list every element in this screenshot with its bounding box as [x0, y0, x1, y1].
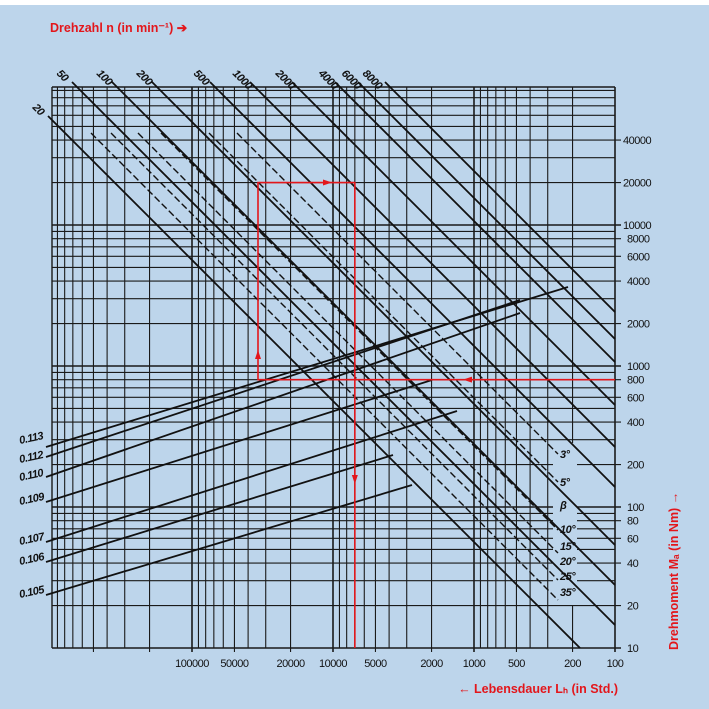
life-axis-title: ← Lebensdauer Lₕ (in Std.) [458, 682, 618, 696]
axis-ticks: 10 20 40 60 80 100 200 400 600 800 1000 2000 4000 600… [175, 135, 652, 670]
y-tick-label: 600 [627, 392, 644, 404]
speed-line-100 [111, 81, 616, 586]
y-tick-label: 20000 [623, 178, 651, 190]
angle-label: 35° [560, 587, 576, 599]
angle-label: 20° [559, 556, 576, 568]
x-tick-label: 2000 [420, 658, 443, 670]
bearing-label-0.105: 0.105 [18, 584, 46, 601]
speed-line-4000 [334, 81, 616, 363]
y-tick-label: 100 [627, 502, 644, 514]
bearing-label-0.106: 0.106 [18, 551, 46, 568]
bearing-label-0.112: 0.112 [18, 449, 45, 466]
speed-line-2000 [291, 81, 616, 406]
y-tick-label: 10000 [623, 220, 651, 232]
bearing-line-0.105 [45, 484, 413, 596]
angle-label: β [559, 500, 567, 512]
x-tick-label: 10000 [319, 658, 347, 670]
torque-axis-title: Drehmoment Mₐ (in Nm) → [667, 492, 681, 650]
x-tick-label: 1000 [463, 658, 486, 670]
angle-label: 10° [560, 524, 576, 536]
y-tick-label: 10 [627, 643, 639, 655]
x-tick-label: 50000 [220, 658, 248, 670]
y-tick-label: 1000 [627, 361, 650, 373]
y-tick-label: 800 [627, 375, 644, 387]
y-tick-label: 200 [627, 460, 644, 472]
speed-line-500 [209, 81, 616, 488]
speed-axis-title: Drehzahl n (in min⁻¹) ➔ [50, 21, 188, 35]
speed-line-20 [47, 115, 581, 649]
bearing-label-0.110: 0.110 [18, 467, 46, 484]
y-tick-label: 400 [627, 417, 644, 429]
speed-line-200 [151, 81, 616, 546]
y-tick-label: 80 [627, 516, 639, 528]
bearing-line-0.112 [45, 299, 521, 458]
speed-line-1000 [249, 81, 616, 448]
x-tick-label: 500 [508, 658, 525, 670]
bearing-label-0.113: 0.113 [18, 430, 45, 447]
angle-line [90, 132, 559, 601]
example-path [255, 179, 615, 648]
y-tick-label: 8000 [627, 234, 650, 246]
arrow-right-icon [323, 179, 332, 186]
angle-label-box [553, 443, 577, 605]
speed-line-8000 [384, 81, 616, 313]
example-path-line [257, 181, 615, 648]
angle-line [208, 132, 559, 483]
y-tick-label: 40000 [623, 135, 651, 147]
x-tick-label: 200 [564, 658, 581, 670]
y-tick-label: 60 [627, 533, 639, 545]
bearing-line-0.106 [45, 454, 394, 563]
bearing-line-0.109 [45, 379, 433, 503]
x-tick-label: 20000 [277, 658, 305, 670]
x-tick-label: 100000 [175, 658, 209, 670]
bearing-label-0.109: 0.109 [18, 491, 46, 508]
angle-label: 3° [560, 449, 571, 461]
y-tick-label: 40 [627, 558, 639, 570]
speed-line-50 [71, 81, 616, 626]
bearing-label-0.107: 0.107 [18, 531, 46, 548]
angle-line [137, 132, 559, 554]
bearing-line-0.110 [45, 312, 521, 478]
arrow-left-icon [463, 376, 472, 383]
x-tick-label: 5000 [364, 658, 387, 670]
angle-label: 5° [560, 477, 571, 489]
x-tick-label: 100 [607, 658, 624, 670]
y-tick-label: 20 [627, 601, 639, 613]
bearing-line-0.107 [45, 410, 458, 543]
angle-line [110, 132, 559, 581]
angle-label: 15° [560, 541, 576, 553]
y-tick-label: 6000 [627, 251, 650, 263]
y-tick-label: 4000 [627, 276, 650, 288]
angle-line [160, 132, 559, 531]
y-tick-label: 2000 [627, 319, 650, 331]
arrow-down-icon [351, 475, 358, 484]
angle-line [236, 132, 559, 455]
arrow-up-icon [255, 350, 261, 359]
speed-line-6000 [357, 81, 616, 340]
